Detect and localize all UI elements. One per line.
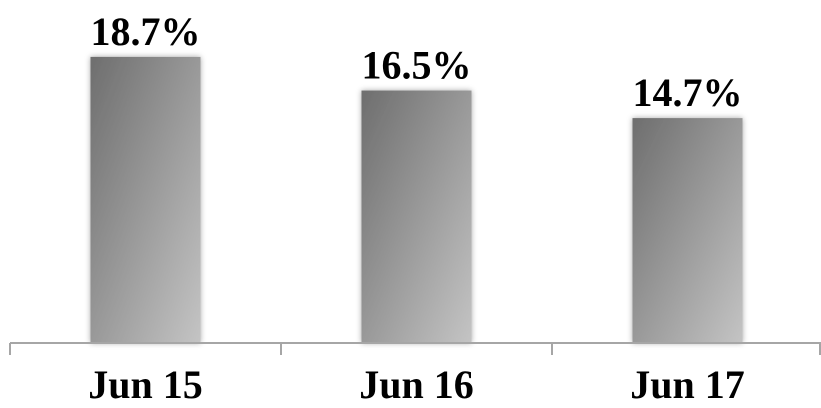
- value-label-group: 18.7% 16.5% 14.7%: [91, 9, 743, 115]
- data-label-jun-15: 18.7%: [91, 9, 201, 54]
- x-tick-label-jun-17: Jun 17: [630, 362, 745, 407]
- x-axis: [9, 342, 821, 355]
- bar-jun-16: [361, 90, 472, 343]
- x-tick-label-group: Jun 15 Jun 16 Jun 17: [88, 362, 745, 407]
- bar-jun-17: [632, 118, 743, 343]
- bar-jun-15: [90, 56, 201, 343]
- bar-group: [90, 56, 743, 343]
- data-label-jun-16: 16.5%: [362, 43, 472, 88]
- x-tick-label-jun-16: Jun 16: [359, 362, 474, 407]
- x-tick-label-jun-15: Jun 15: [88, 362, 203, 407]
- data-label-jun-17: 14.7%: [633, 70, 743, 115]
